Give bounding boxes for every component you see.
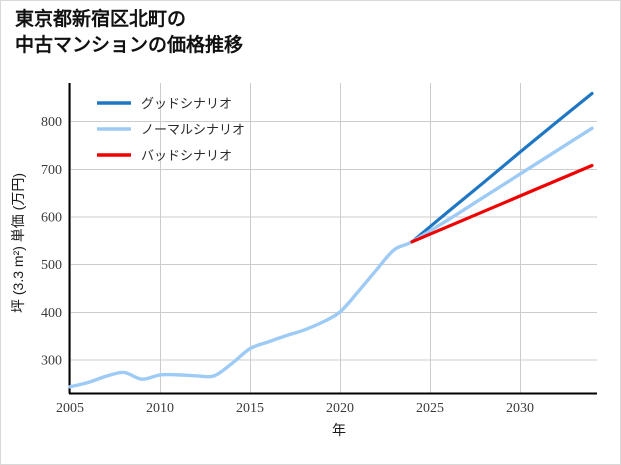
x-tick-label: 2025 xyxy=(416,401,444,416)
axis-spines xyxy=(68,83,597,395)
x-tick-label: 2010 xyxy=(146,401,174,416)
y-tick-label: 700 xyxy=(41,163,62,178)
series-line xyxy=(410,163,594,244)
x-tick-label: 2015 xyxy=(236,401,264,416)
y-tick-label: 500 xyxy=(41,258,62,273)
x-tick-label: 2005 xyxy=(56,401,84,416)
y-tick-labels: 300 400 500 600 700 800 xyxy=(41,115,62,368)
y-tick-label: 300 xyxy=(41,354,62,369)
x-tick-label: 2030 xyxy=(506,401,534,416)
y-axis-title: 坪 (3.3 m²) 単価 (万円) xyxy=(10,173,26,313)
gridlines xyxy=(70,83,597,393)
series-line xyxy=(410,91,594,244)
series-line xyxy=(68,126,594,389)
legend-label: グッドシナリオ xyxy=(141,96,232,111)
y-tick-label: 600 xyxy=(41,211,62,226)
x-axis-title: 年 xyxy=(332,422,346,438)
x-tick-labels: 2005 2010 2015 2020 2025 2030 xyxy=(56,401,534,416)
page-title: 東京都新宿区北町の 中古マンションの価格推移 xyxy=(15,9,244,56)
y-tick-label: 800 xyxy=(41,115,62,130)
x-tick-label: 2020 xyxy=(326,401,354,416)
legend-label: ノーマルシナリオ xyxy=(141,122,245,137)
series-lines xyxy=(68,91,594,389)
y-tick-label: 400 xyxy=(41,306,62,321)
legend-label: バッドシナリオ xyxy=(141,148,232,163)
